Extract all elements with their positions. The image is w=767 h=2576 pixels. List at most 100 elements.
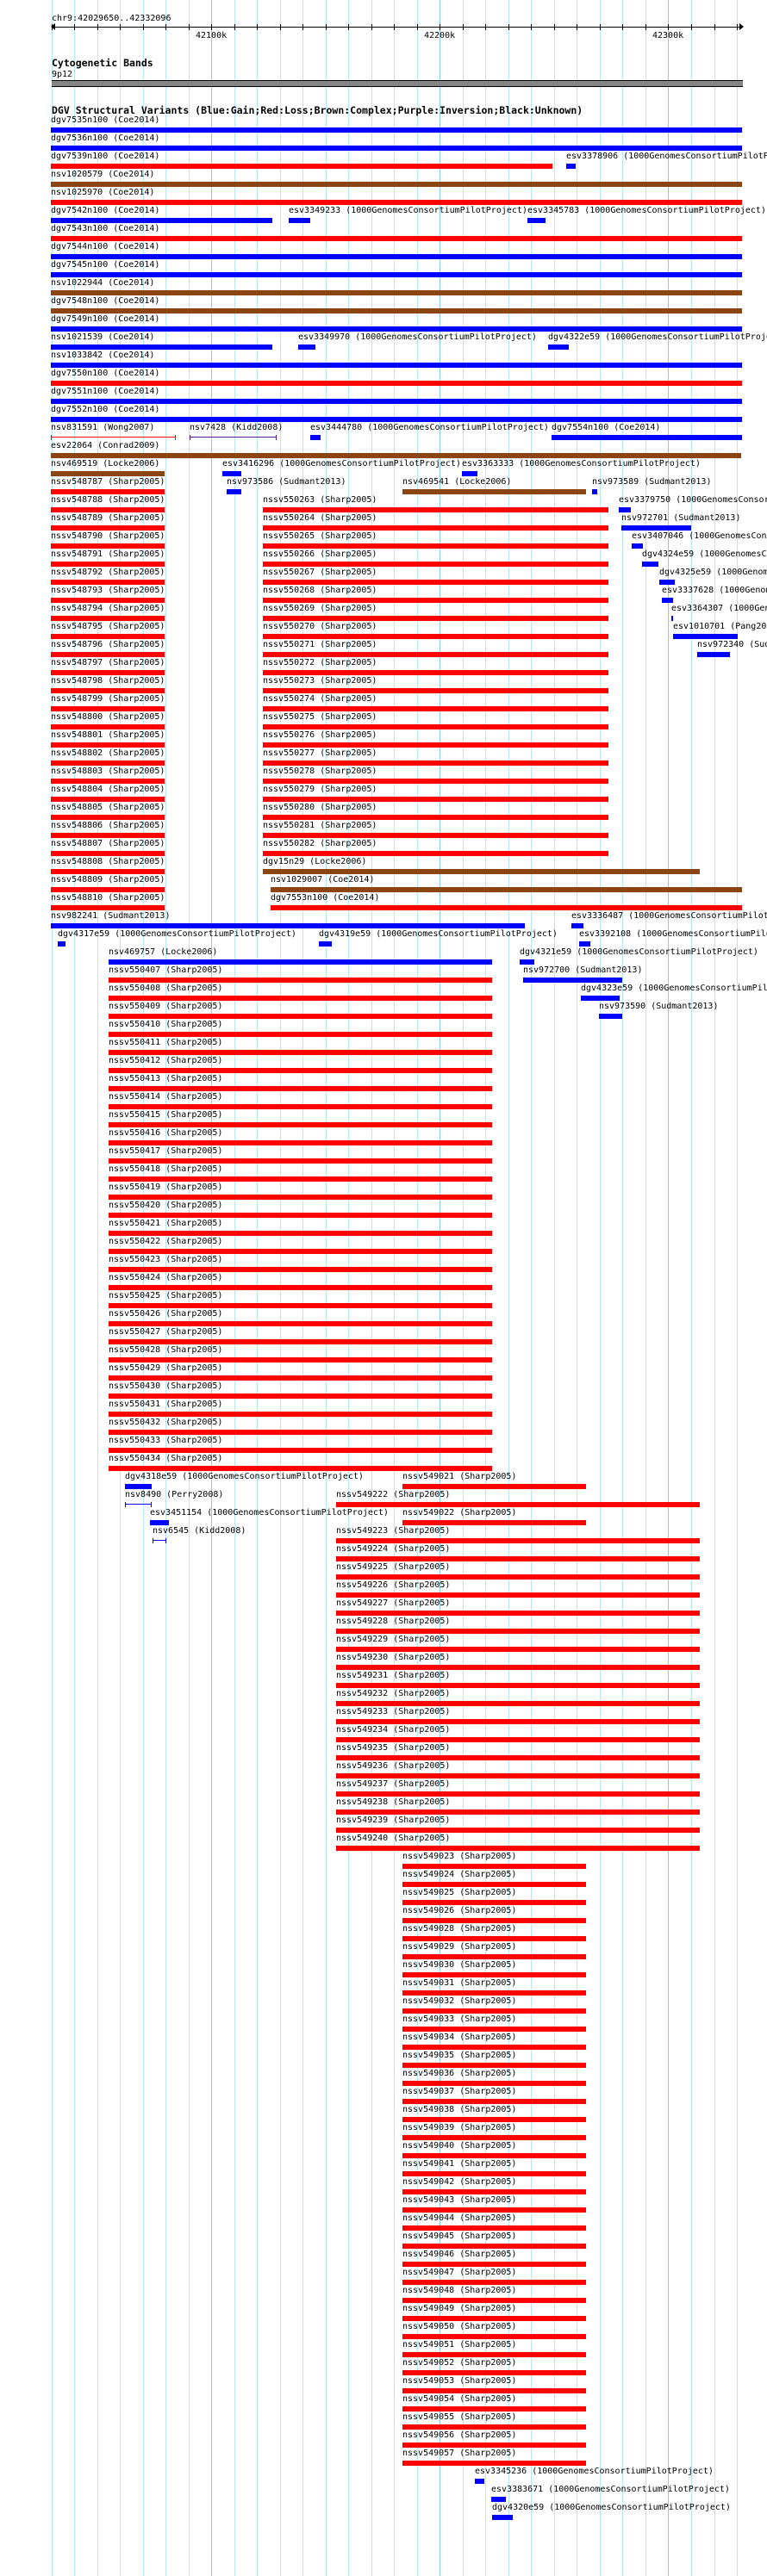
- feature-loss-bar[interactable]: [402, 2443, 586, 2448]
- feature-loss-bar[interactable]: [109, 1231, 492, 1236]
- feature-gain-bar[interactable]: [298, 345, 315, 350]
- feature-loss-bar[interactable]: [109, 1014, 492, 1019]
- feature-loss-bar[interactable]: [402, 1954, 586, 1959]
- feature-gain-bar[interactable]: [51, 272, 742, 277]
- feature-loss-bar[interactable]: [336, 1556, 700, 1561]
- feature-loss-bar[interactable]: [263, 760, 608, 766]
- feature-loss-bar[interactable]: [402, 2135, 586, 2140]
- feature-loss-bar[interactable]: [263, 724, 608, 729]
- feature-loss-bar[interactable]: [263, 598, 608, 603]
- feature-loss-bar[interactable]: [402, 1972, 586, 1977]
- feature-loss-bar[interactable]: [109, 1195, 492, 1200]
- feature-gain-bar[interactable]: [51, 218, 272, 223]
- feature-loss-bar[interactable]: [263, 580, 608, 585]
- feature-loss-bar[interactable]: [109, 1466, 492, 1471]
- feature-loss-bar[interactable]: [51, 525, 165, 531]
- feature-loss-bar[interactable]: [336, 1538, 700, 1543]
- feature-gain-bar[interactable]: [659, 580, 675, 585]
- feature-gain-bar[interactable]: [51, 363, 742, 368]
- feature-loss-bar[interactable]: [402, 1990, 586, 1996]
- feature-loss-bar[interactable]: [336, 1574, 700, 1580]
- feature-loss-bar[interactable]: [51, 164, 552, 169]
- feature-loss-bar[interactable]: [402, 1900, 586, 1905]
- feature-loss-bar[interactable]: [51, 200, 742, 205]
- feature-gain-bar[interactable]: [51, 326, 742, 332]
- feature-loss-bar[interactable]: [51, 779, 165, 784]
- feature-complex-bar[interactable]: [263, 869, 700, 874]
- feature-gain-bar[interactable]: [632, 543, 643, 549]
- feature-loss-bar[interactable]: [263, 652, 608, 657]
- feature-gain-bar[interactable]: [662, 598, 673, 603]
- feature-loss-bar[interactable]: [109, 1412, 492, 1417]
- feature-loss-bar[interactable]: [336, 1592, 700, 1598]
- feature-loss-bar[interactable]: [109, 1375, 492, 1381]
- feature-gain-bar[interactable]: [491, 2497, 506, 2502]
- feature-loss-bar[interactable]: [402, 2388, 586, 2393]
- feature-loss-bar[interactable]: [109, 978, 492, 983]
- feature-loss-bar[interactable]: [402, 2461, 586, 2466]
- feature-loss-bar[interactable]: [109, 1068, 492, 1073]
- feature-complex-bar[interactable]: [51, 182, 742, 187]
- feature-gain-bar[interactable]: [492, 2515, 513, 2520]
- feature-gain-bar[interactable]: [697, 652, 730, 657]
- feature-loss-bar[interactable]: [51, 489, 165, 494]
- feature-gain-bar[interactable]: [51, 127, 742, 133]
- feature-loss-bar[interactable]: [402, 2008, 586, 2014]
- feature-loss-bar[interactable]: [402, 2406, 586, 2412]
- feature-gain-bar[interactable]: [523, 978, 622, 983]
- feature-loss-bar[interactable]: [402, 2298, 586, 2303]
- feature-loss-bar[interactable]: [109, 1158, 492, 1164]
- feature-loss-bar[interactable]: [51, 598, 165, 603]
- feature-loss-bar[interactable]: [51, 580, 165, 585]
- feature-loss-bar[interactable]: [51, 815, 165, 820]
- feature-loss-bar[interactable]: [51, 887, 165, 892]
- feature-loss-bar[interactable]: [51, 634, 165, 639]
- feature-loss-bar[interactable]: [51, 507, 165, 512]
- feature-gain-bar[interactable]: [579, 941, 590, 947]
- feature-loss-bar[interactable]: [51, 724, 165, 729]
- feature-loss-bar[interactable]: [51, 742, 165, 748]
- feature-loss-bar[interactable]: [263, 507, 608, 512]
- feature-loss-bar[interactable]: [336, 1809, 700, 1815]
- feature-loss-bar[interactable]: [109, 1176, 492, 1182]
- feature-loss-bar[interactable]: [402, 2262, 586, 2267]
- feature-loss-bar[interactable]: [402, 2099, 586, 2104]
- feature-gain-bar[interactable]: [310, 435, 321, 440]
- feature-gain-bar[interactable]: [642, 562, 658, 567]
- feature-loss-bar[interactable]: [336, 1737, 700, 1742]
- feature-complex-bar[interactable]: [271, 887, 742, 892]
- feature-complex-bar[interactable]: [51, 471, 165, 476]
- feature-loss-bar[interactable]: [402, 2244, 586, 2249]
- feature-loss-bar[interactable]: [402, 2352, 586, 2357]
- feature-loss-bar[interactable]: [51, 706, 165, 711]
- feature-gain-bar[interactable]: [571, 923, 583, 928]
- feature-loss-bar[interactable]: [402, 2225, 586, 2231]
- feature-gain-bar[interactable]: [520, 959, 534, 965]
- feature-gain-bar[interactable]: [566, 164, 576, 169]
- feature-loss-bar[interactable]: [336, 1773, 700, 1778]
- feature-loss-bar[interactable]: [51, 760, 165, 766]
- feature-loss-bar[interactable]: [263, 688, 608, 693]
- feature-loss-bar[interactable]: [402, 2063, 586, 2068]
- feature-gain-bar[interactable]: [592, 489, 597, 494]
- feature-gain-bar[interactable]: [673, 634, 738, 639]
- feature-loss-bar[interactable]: [51, 833, 165, 838]
- feature-loss-bar[interactable]: [402, 2045, 586, 2050]
- feature-loss-bar[interactable]: [109, 1122, 492, 1127]
- feature-loss-bar[interactable]: [336, 1665, 700, 1670]
- feature-gain-bar[interactable]: [462, 471, 477, 476]
- feature-loss-bar[interactable]: [263, 833, 608, 838]
- scroll-right-arrow-icon[interactable]: [739, 23, 744, 30]
- feature-gain-bar[interactable]: [621, 525, 691, 531]
- feature-loss-bar[interactable]: [402, 1864, 586, 1869]
- feature-loss-bar[interactable]: [402, 2081, 586, 2086]
- feature-gain-bar[interactable]: [581, 996, 620, 1001]
- feature-gain-bar[interactable]: [150, 1520, 169, 1525]
- feature-loss-bar[interactable]: [402, 1918, 586, 1923]
- feature-gain-bar[interactable]: [51, 146, 742, 151]
- feature-loss-bar[interactable]: [51, 236, 742, 241]
- feature-complex-bar[interactable]: [402, 489, 586, 494]
- feature-loss-bar[interactable]: [109, 1339, 492, 1344]
- feature-loss-bar[interactable]: [402, 2117, 586, 2122]
- feature-gain-bar[interactable]: [548, 345, 569, 350]
